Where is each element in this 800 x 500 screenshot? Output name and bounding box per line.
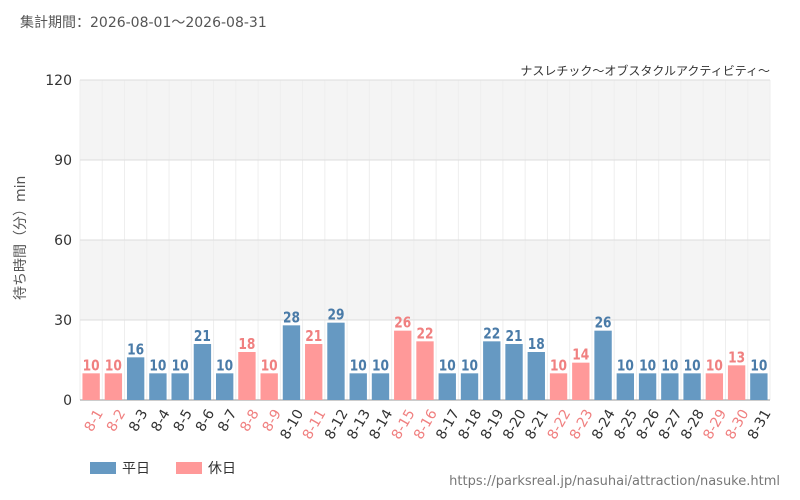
bar: [683, 373, 701, 400]
bar: [549, 373, 568, 400]
bar: [327, 322, 345, 400]
data-label: 10: [661, 356, 678, 374]
bar: [282, 325, 301, 400]
grid-band: [80, 80, 770, 160]
x-tick-label: 8-6: [193, 407, 218, 435]
data-label: 10: [261, 356, 278, 374]
attraction-name: ナスレチック～オブスタクルアクティビティ～: [520, 64, 770, 78]
bar: [438, 373, 456, 400]
bar: [215, 373, 234, 400]
data-label: 10: [617, 356, 634, 374]
x-tick-label: 8-31: [745, 407, 775, 443]
bar: [661, 373, 679, 400]
x-tick-label: 8-2: [104, 407, 129, 435]
bar: [505, 344, 523, 400]
data-label: 10: [105, 356, 122, 374]
data-label: 21: [305, 327, 322, 345]
data-label: 14: [572, 346, 589, 364]
data-label: 16: [127, 340, 144, 358]
bar: [126, 357, 145, 400]
bar: [238, 352, 256, 400]
bar: [371, 373, 390, 400]
x-tick-label: 8-3: [126, 407, 151, 435]
data-label: 10: [172, 356, 189, 374]
data-label: 21: [194, 327, 211, 345]
data-label: 10: [684, 356, 701, 374]
data-label: 22: [417, 324, 434, 342]
data-label: 10: [372, 356, 389, 374]
source-link[interactable]: https://parksreal.jp/nasuhai/attraction/…: [449, 474, 780, 489]
data-label: 10: [706, 356, 723, 374]
data-label: 18: [238, 335, 255, 353]
data-label: 29: [327, 306, 344, 324]
data-label: 10: [350, 356, 367, 374]
data-label: 10: [750, 356, 767, 374]
bar: [349, 373, 367, 400]
bar: [705, 373, 724, 400]
x-tick-label: 8-7: [215, 407, 240, 435]
legend: 平日 休日: [90, 458, 236, 478]
legend-label-holiday: 休日: [208, 461, 236, 477]
bar: [572, 362, 590, 400]
grid-band: [80, 240, 770, 320]
bar: [394, 330, 412, 400]
bar: [750, 373, 768, 400]
data-label: 22: [483, 324, 500, 342]
legend-item-weekday: 平日: [90, 458, 150, 478]
bar: [305, 344, 323, 400]
bar: [260, 373, 278, 400]
legend-label-weekday: 平日: [122, 461, 150, 477]
data-label: 10: [550, 356, 567, 374]
y-tick-label: 0: [63, 393, 72, 409]
data-label: 10: [461, 356, 478, 374]
bar: [171, 373, 189, 400]
legend-swatch-holiday: [176, 462, 202, 474]
bar: [638, 373, 657, 400]
data-label: 18: [528, 335, 545, 353]
y-tick-label: 120: [45, 73, 72, 89]
bar: [193, 344, 212, 400]
x-tick-label: 8-4: [148, 407, 173, 435]
legend-swatch-weekday: [90, 462, 116, 474]
data-label: 10: [639, 356, 656, 374]
period-label: 集計期間：2026-08-01～2026-08-31: [20, 15, 267, 31]
data-label: 26: [394, 314, 411, 332]
y-tick-label: 90: [54, 153, 72, 169]
data-label: 13: [728, 348, 745, 366]
y-tick-label: 60: [54, 233, 72, 249]
data-label: 10: [439, 356, 456, 374]
bar: [82, 373, 100, 400]
bar: [483, 341, 501, 400]
data-label: 10: [149, 356, 166, 374]
bar: [594, 330, 612, 400]
data-label: 10: [83, 356, 100, 374]
x-tick-label: 8-8: [237, 407, 262, 435]
legend-item-holiday: 休日: [176, 458, 236, 478]
data-label: 21: [506, 327, 523, 345]
data-label: 10: [216, 356, 233, 374]
bar: [616, 373, 635, 400]
bar: [527, 352, 545, 400]
data-label: 26: [595, 314, 612, 332]
bar: [104, 373, 123, 400]
bar: [727, 365, 746, 400]
x-tick-label: 8-5: [171, 407, 196, 435]
bar: [460, 373, 479, 400]
data-label: 28: [283, 308, 300, 326]
y-tick-label: 30: [54, 313, 72, 329]
bar: [149, 373, 167, 400]
x-tick-label: 8-1: [82, 407, 107, 435]
bar: [416, 341, 434, 400]
